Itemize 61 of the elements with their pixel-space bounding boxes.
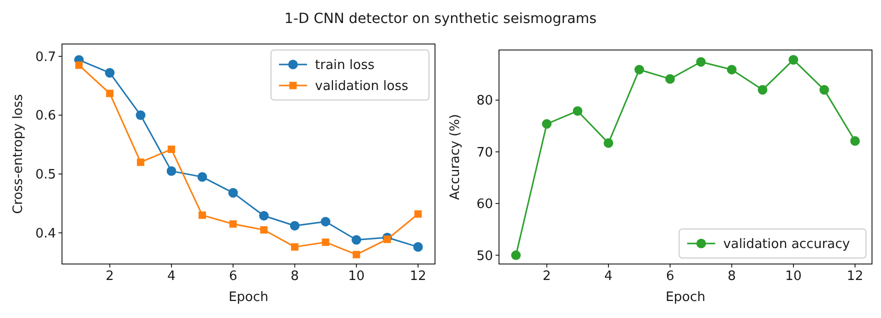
- point: [384, 236, 391, 243]
- legend-label: validation accuracy: [723, 237, 850, 252]
- legend-label: train loss: [315, 58, 375, 74]
- point: [604, 138, 614, 148]
- point: [198, 211, 206, 219]
- x-tick-label: 4: [167, 269, 176, 284]
- point: [696, 57, 706, 67]
- point: [542, 119, 552, 129]
- point: [726, 64, 737, 74]
- point: [413, 242, 423, 252]
- x-tick-label: 12: [410, 269, 426, 284]
- x-tick-label: 6: [228, 269, 238, 284]
- point: [665, 74, 675, 84]
- point: [106, 90, 114, 98]
- y-tick-label: 0.4: [35, 226, 56, 242]
- legend-label: validation loss: [315, 79, 408, 94]
- point: [197, 172, 208, 182]
- y-axis-title: Cross-entropy loss: [11, 94, 26, 214]
- point: [572, 106, 582, 116]
- point: [850, 136, 860, 146]
- x-tick-label: 4: [604, 269, 613, 284]
- point: [290, 220, 300, 231]
- x-tick-label: 2: [106, 269, 114, 284]
- x-axis-title: Epoch: [228, 290, 268, 305]
- x-tick-label: 12: [846, 269, 864, 284]
- point: [136, 110, 146, 120]
- point: [136, 158, 144, 166]
- point: [75, 61, 83, 69]
- x-tick-label: 8: [290, 269, 299, 284]
- point: [320, 216, 330, 226]
- point: [819, 85, 830, 95]
- point: [259, 210, 269, 221]
- point: [634, 64, 644, 74]
- point: [322, 238, 330, 246]
- point: [104, 68, 115, 78]
- x-tick-label: 8: [728, 269, 736, 284]
- point: [352, 235, 362, 245]
- point: [511, 250, 521, 260]
- point: [352, 250, 360, 258]
- y-tick-label: 80: [476, 94, 493, 109]
- x-axis-title: Epoch: [666, 290, 706, 305]
- point: [229, 220, 237, 228]
- y-tick-label: 60: [476, 197, 493, 212]
- chart-title: 1-D CNN detector on synthetic seismograms: [284, 11, 597, 27]
- point: [291, 243, 298, 251]
- x-tick-label: 6: [666, 269, 674, 284]
- y-tick-label: 70: [476, 145, 493, 160]
- x-tick-label: 2: [542, 269, 551, 284]
- y-tick-label: 0.7: [35, 50, 56, 65]
- x-tick-label: 10: [785, 269, 802, 284]
- y-tick-label: 0.5: [35, 168, 56, 183]
- point: [228, 188, 238, 198]
- point: [260, 226, 268, 234]
- y-tick-label: 0.6: [35, 108, 56, 124]
- point: [788, 55, 798, 65]
- y-tick-label: 50: [476, 248, 493, 264]
- point: [758, 85, 768, 95]
- point: [168, 146, 176, 153]
- point: [166, 166, 176, 176]
- x-tick-label: 10: [348, 269, 365, 284]
- y-axis-title: Accuracy (%): [448, 114, 463, 200]
